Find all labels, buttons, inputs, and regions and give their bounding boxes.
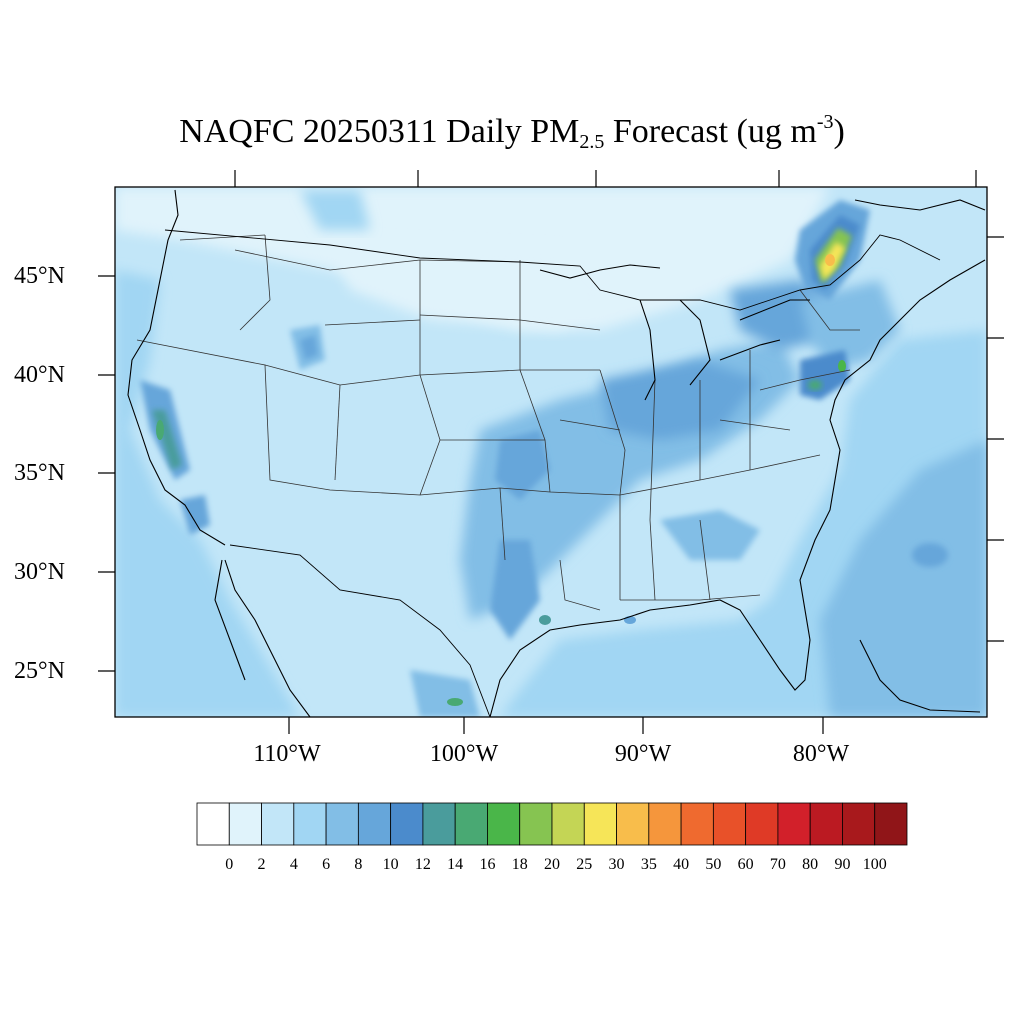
colorbar-swatch bbox=[745, 802, 779, 846]
lat-label: 40°N bbox=[14, 362, 65, 388]
colorbar bbox=[196, 802, 908, 846]
colorbar-label: 4 bbox=[289, 856, 298, 873]
colorbar-label: 30 bbox=[608, 856, 625, 873]
colorbar-swatch bbox=[842, 802, 876, 846]
colorbar-swatch bbox=[293, 802, 327, 846]
colorbar-swatch bbox=[325, 802, 359, 846]
colorbar-label: 14 bbox=[447, 856, 464, 873]
boundaries bbox=[127, 189, 986, 717]
tick-marks bbox=[98, 170, 1004, 734]
lat-label: 25°N bbox=[14, 658, 65, 684]
colorbar-label: 50 bbox=[705, 856, 722, 873]
colorbar-label: 40 bbox=[673, 856, 690, 873]
colorbar-swatch bbox=[519, 802, 553, 846]
lat-label: 35°N bbox=[14, 460, 65, 486]
colorbar-label: 18 bbox=[511, 856, 528, 873]
colorbar-swatch bbox=[551, 802, 585, 846]
title-subscript: 2.5 bbox=[579, 131, 605, 153]
lat-label: 45°N bbox=[14, 263, 65, 289]
coastlines bbox=[127, 189, 986, 717]
colorbar-swatch bbox=[712, 802, 747, 846]
title-close: ) bbox=[833, 113, 845, 150]
country-borders bbox=[164, 229, 941, 717]
title-main: NAQFC 20250311 Daily PM bbox=[179, 113, 580, 150]
title-rest: Forecast (ug m bbox=[604, 113, 817, 150]
colorbar-swatch bbox=[390, 802, 424, 846]
colorbar-label: 70 bbox=[769, 856, 786, 873]
lon-label: 80°W bbox=[792, 741, 850, 767]
colorbar-swatch bbox=[680, 802, 714, 846]
map-title: NAQFC 20250311 Daily PM2.5 Forecast (ug … bbox=[0, 112, 1024, 152]
map-frame bbox=[114, 186, 988, 718]
colorbar-label: 90 bbox=[834, 856, 851, 873]
colorbar-label: 12 bbox=[414, 856, 431, 873]
colorbar-label: 6 bbox=[322, 856, 331, 873]
lon-label: 110°W bbox=[253, 741, 321, 767]
colorbar-label: 80 bbox=[802, 856, 819, 873]
colorbar-swatch bbox=[777, 802, 811, 846]
colorbar-label: 10 bbox=[382, 856, 399, 873]
colorbar-swatch bbox=[261, 802, 295, 846]
colorbar-swatch bbox=[196, 802, 230, 846]
colorbar-label: 100 bbox=[862, 856, 887, 873]
lat-label: 30°N bbox=[14, 559, 65, 585]
lon-label: 100°W bbox=[429, 741, 499, 767]
colorbar-label: 16 bbox=[479, 856, 496, 873]
colorbar-label: 25 bbox=[576, 856, 593, 873]
colorbar-swatch bbox=[357, 802, 392, 846]
lon-label: 90°W bbox=[614, 741, 672, 767]
colorbar-swatch bbox=[616, 802, 650, 846]
colorbar-swatch bbox=[454, 802, 488, 846]
colorbar-swatch bbox=[583, 802, 617, 846]
colorbar-swatch bbox=[648, 802, 682, 846]
colorbar-label: 60 bbox=[737, 856, 754, 873]
colorbar-label: 2 bbox=[257, 856, 266, 873]
colorbar-swatch bbox=[228, 802, 262, 846]
colorbar-label: 0 bbox=[225, 856, 234, 873]
concentration-field bbox=[115, 187, 987, 717]
colorbar-swatch bbox=[874, 802, 908, 846]
state-lines bbox=[136, 234, 860, 611]
colorbar-label: 35 bbox=[640, 856, 657, 873]
colorbar-swatch bbox=[422, 802, 456, 846]
colorbar-label: 20 bbox=[544, 856, 560, 873]
title-superscript: -3 bbox=[816, 111, 834, 133]
colorbar-swatch bbox=[809, 802, 843, 846]
colorbar-label: 8 bbox=[354, 856, 363, 873]
colorbar-swatch bbox=[487, 802, 521, 846]
